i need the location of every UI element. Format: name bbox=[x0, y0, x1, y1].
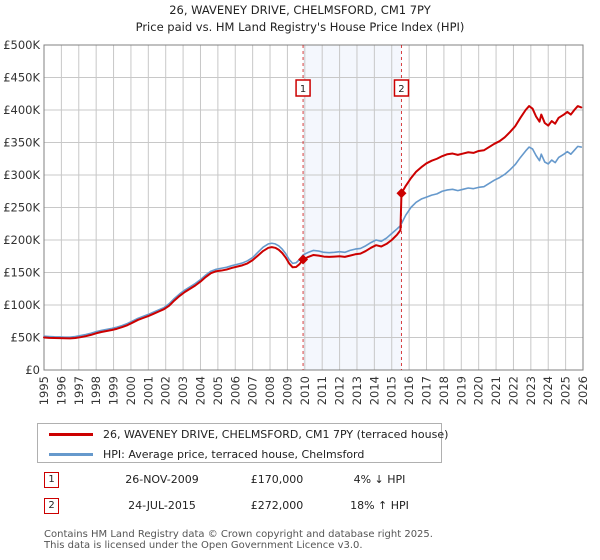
transaction-marker-1[interactable] bbox=[298, 254, 309, 265]
transaction-hpi-delta-2: 18% ↑ HPI bbox=[350, 499, 409, 512]
page-title: 26, WAVENEY DRIVE, CHELMSFORD, CM1 7PY bbox=[169, 3, 431, 17]
chart-legend: 26, WAVENEY DRIVE, CHELMSFORD, CM1 7PY (… bbox=[37, 423, 448, 464]
series-line-price-paid bbox=[43, 105, 583, 340]
transaction-price-1: £170,000 bbox=[250, 473, 304, 486]
transaction-date-2: 24-JUL-2015 bbox=[128, 499, 196, 512]
x-axis-tick-label: 2013 bbox=[350, 376, 364, 405]
y-axis-tick-label: £150K bbox=[3, 266, 40, 280]
x-axis-tick-label: 2026 bbox=[576, 376, 590, 405]
series-line-hpi bbox=[43, 145, 583, 338]
x-axis-tick-label: 2007 bbox=[246, 376, 260, 405]
x-axis-tick-label: 2014 bbox=[367, 376, 381, 405]
x-axis-tick-label: 2020 bbox=[472, 376, 486, 405]
x-axis-tick-label: 2003 bbox=[176, 376, 190, 405]
y-axis-tick-label: £250K bbox=[3, 201, 40, 215]
x-axis-tick-label: 2000 bbox=[124, 376, 138, 405]
x-axis-tick-label: 2016 bbox=[402, 376, 416, 405]
legend-label-hpi: HPI: Average price, terraced house, Chel… bbox=[103, 447, 365, 461]
x-axis-tick-label: 2018 bbox=[437, 376, 451, 405]
x-axis-tick-label: 1999 bbox=[107, 376, 121, 405]
transaction-date-1: 26-NOV-2009 bbox=[125, 473, 199, 486]
footer-licence: This data is licensed under the Open Gov… bbox=[44, 540, 363, 551]
table-row[interactable]: 2 24-JUL-2015 £272,000 18% ↑ HPI bbox=[37, 496, 457, 522]
x-axis-tick-label: 2019 bbox=[454, 376, 468, 405]
transactions-table: 1 26-NOV-2009 £170,000 4% ↓ HPI 2 24-JUL… bbox=[37, 470, 457, 522]
x-axis-tick-label: 2004 bbox=[193, 376, 207, 405]
transaction-hpi-delta-1: 4% ↓ HPI bbox=[353, 473, 406, 486]
transaction-price-2: £272,000 bbox=[250, 499, 304, 512]
x-axis-tick-label: 2021 bbox=[489, 376, 503, 405]
footer-copyright: Contains HM Land Registry data © Crown c… bbox=[44, 529, 433, 540]
y-axis-tick-label: £100K bbox=[3, 298, 40, 312]
x-axis-tick-label: 2017 bbox=[420, 376, 434, 405]
annotation-box-1[interactable] bbox=[295, 79, 311, 97]
y-axis-tick-label: £350K bbox=[3, 136, 40, 150]
y-axis-tick-label: £300K bbox=[3, 168, 40, 182]
table-row[interactable]: 1 26-NOV-2009 £170,000 4% ↓ HPI bbox=[37, 470, 457, 496]
legend-swatch-price-paid bbox=[49, 432, 93, 436]
y-axis-tick-label: £500K bbox=[3, 38, 40, 52]
x-axis-tick-label: 1997 bbox=[72, 376, 86, 405]
x-axis-tick-label: 2010 bbox=[298, 376, 312, 405]
x-axis-tick-label: 2015 bbox=[385, 376, 399, 405]
x-axis-tick-label: 2001 bbox=[141, 376, 155, 405]
y-axis-tick-label: £400K bbox=[3, 103, 40, 117]
legend-item-hpi: HPI: Average price, terraced house, Chel… bbox=[38, 444, 441, 464]
legend-label-price-paid: 26, WAVENEY DRIVE, CHELMSFORD, CM1 7PY (… bbox=[103, 427, 449, 441]
x-axis-tick-label: 2024 bbox=[541, 376, 555, 405]
y-axis-tick-label: £0 bbox=[25, 363, 40, 377]
x-axis-tick-label: 1998 bbox=[89, 376, 103, 405]
x-axis-tick-label: 1996 bbox=[54, 376, 68, 405]
legend-item-price-paid: 26, WAVENEY DRIVE, CHELMSFORD, CM1 7PY (… bbox=[38, 424, 448, 444]
transaction-badge-1: 1 bbox=[44, 472, 59, 488]
x-axis-tick-label: 2025 bbox=[559, 376, 573, 405]
y-axis-tick-label: £450K bbox=[3, 71, 40, 85]
x-axis-tick-label: 2023 bbox=[524, 376, 538, 405]
transaction-badge-2: 2 bbox=[44, 498, 59, 514]
legend-swatch-hpi bbox=[49, 452, 93, 456]
y-axis-tick-label: £50K bbox=[11, 331, 41, 345]
x-axis-tick-label: 2012 bbox=[333, 376, 347, 405]
x-axis-tick-label: 2011 bbox=[315, 376, 329, 405]
chart-title-block: 26, WAVENEY DRIVE, CHELMSFORD, CM1 7PY P… bbox=[0, 2, 600, 36]
x-axis-tick-label: 1995 bbox=[37, 376, 51, 405]
x-axis-tick-label: 2022 bbox=[506, 376, 520, 405]
x-axis-tick-label: 2006 bbox=[228, 376, 242, 405]
annotation-box-label-1: 1 bbox=[300, 84, 306, 95]
annotation-box-label-2: 2 bbox=[398, 84, 404, 95]
x-axis-tick-label: 2008 bbox=[263, 376, 277, 405]
y-axis-tick-label: £200K bbox=[3, 233, 40, 247]
x-axis-tick-label: 2005 bbox=[211, 376, 225, 405]
x-axis-tick-label: 2002 bbox=[159, 376, 173, 405]
transaction-marker-2[interactable] bbox=[396, 188, 407, 199]
plot-frame bbox=[43, 44, 584, 371]
price-history-plot: £0 £50K £100K £150K £200K £250K £300K £350K £400… bbox=[3, 38, 590, 405]
annotation-box-2[interactable] bbox=[393, 79, 410, 97]
page-subtitle: Price paid vs. HM Land Registry's House … bbox=[135, 20, 465, 34]
attribution-footer: Contains HM Land Registry data © Crown c… bbox=[44, 529, 584, 551]
x-axis-tick-label: 2009 bbox=[280, 376, 294, 405]
